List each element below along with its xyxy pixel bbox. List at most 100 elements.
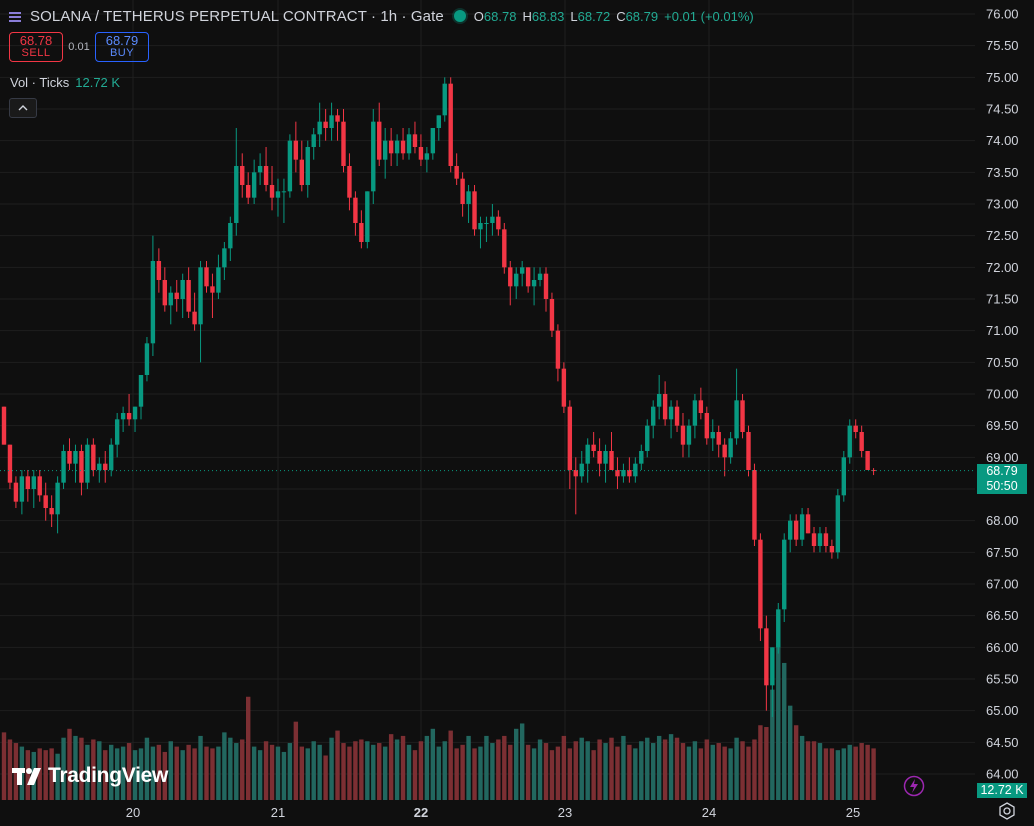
volume-tag-value: 12.72 K bbox=[980, 783, 1024, 797]
candle-body bbox=[817, 533, 823, 546]
candle-body bbox=[525, 267, 531, 287]
candle-body bbox=[841, 457, 846, 496]
volume-bar bbox=[335, 730, 340, 800]
candle-body bbox=[91, 444, 96, 470]
candle-body bbox=[55, 482, 60, 515]
candle-body bbox=[752, 470, 757, 540]
candle-body bbox=[472, 191, 477, 230]
open-label: O bbox=[473, 8, 484, 24]
price-scale-label: 64.00 bbox=[986, 767, 1019, 782]
volume-bar bbox=[692, 741, 698, 800]
candle-body bbox=[257, 166, 263, 173]
candle-body bbox=[811, 533, 817, 546]
candle-body bbox=[263, 166, 269, 185]
symbol-title[interactable]: SOLANA / TETHERUS PERPETUAL CONTRACT · 1… bbox=[30, 7, 444, 25]
tradingview-wordmark: TradingView bbox=[48, 764, 169, 787]
market-open-status-icon bbox=[453, 10, 466, 22]
volume-bar bbox=[561, 735, 567, 800]
sell-label: SELL bbox=[21, 47, 51, 59]
trade-buttons: 68.78 SELL 0.01 68.79 BUY bbox=[9, 32, 149, 62]
price-scale[interactable]: 76.00 75.50 75.00 74.50 74.00 73.50 73.00 72.50… bbox=[986, 7, 1019, 782]
volume-bar bbox=[156, 744, 162, 800]
time-axis-label: 22 bbox=[414, 805, 428, 820]
tradingview-logo-icon bbox=[12, 768, 41, 785]
collapse-legend-button[interactable] bbox=[9, 98, 37, 118]
price-scale-label: 73.00 bbox=[986, 197, 1019, 212]
volume-bar bbox=[198, 735, 203, 800]
volume-bar bbox=[525, 744, 531, 800]
volume-bar bbox=[639, 741, 644, 800]
candle-body bbox=[138, 375, 144, 407]
volume-bar bbox=[186, 744, 191, 800]
candle-body bbox=[329, 115, 334, 128]
sell-button[interactable]: 68.78 SELL bbox=[9, 32, 63, 62]
volume-bar bbox=[799, 735, 805, 800]
candle-body bbox=[19, 476, 25, 502]
volume-bar bbox=[537, 739, 543, 800]
buy-button[interactable]: 68.79 BUY bbox=[95, 32, 149, 62]
buy-price: 68.79 bbox=[105, 33, 139, 48]
volume-bar bbox=[740, 741, 745, 800]
price-change: +0.01 (+0.01%) bbox=[664, 8, 754, 24]
volume-bar bbox=[573, 741, 578, 800]
candle-body bbox=[549, 299, 555, 331]
candle-body bbox=[85, 444, 90, 483]
candle-body bbox=[859, 432, 864, 451]
candle-body bbox=[793, 520, 799, 540]
candle-body bbox=[132, 406, 138, 420]
volume-bar bbox=[55, 753, 60, 800]
volume-bar bbox=[454, 748, 459, 800]
candle-body bbox=[847, 425, 852, 458]
symbol-list-icon[interactable] bbox=[8, 9, 22, 23]
volume-bar bbox=[91, 739, 96, 800]
volume-bar bbox=[591, 750, 596, 800]
time-axis[interactable]: 20 21 22 23 24 25 bbox=[126, 805, 860, 820]
candle-body bbox=[1, 406, 7, 445]
candle-body bbox=[204, 267, 209, 287]
volume-bar bbox=[859, 743, 864, 800]
volume-bar bbox=[132, 750, 138, 800]
candle-body bbox=[710, 432, 715, 439]
volume-bar bbox=[621, 735, 626, 800]
volume-bar bbox=[43, 750, 48, 800]
candle-body bbox=[460, 178, 465, 204]
volume-bar bbox=[353, 741, 358, 800]
candle-body bbox=[317, 121, 322, 135]
volume-bar bbox=[79, 737, 84, 800]
volume-bar bbox=[460, 744, 465, 800]
volume-bar bbox=[811, 741, 817, 800]
low-value: 68.72 bbox=[577, 8, 611, 24]
sell-price: 68.78 bbox=[19, 33, 53, 48]
candle-body bbox=[109, 444, 114, 470]
gear-icon[interactable] bbox=[997, 801, 1017, 821]
candle-body bbox=[73, 451, 78, 464]
volume-bar bbox=[251, 746, 257, 800]
candle-body bbox=[103, 463, 108, 470]
volume-bar bbox=[210, 748, 215, 800]
candle-body bbox=[686, 425, 692, 445]
grid-lines bbox=[0, 0, 975, 800]
time-axis-label: 25 bbox=[846, 805, 860, 820]
candle-body bbox=[758, 539, 763, 629]
volume-bar bbox=[25, 750, 31, 800]
volume-bar bbox=[204, 746, 209, 800]
tradingview-logo[interactable]: TradingView bbox=[12, 764, 168, 788]
volume-bar bbox=[388, 734, 394, 800]
price-scale-label: 74.00 bbox=[986, 133, 1019, 148]
lightning-icon[interactable] bbox=[903, 775, 925, 797]
volume-bar bbox=[144, 737, 150, 800]
volume-bar bbox=[323, 755, 328, 800]
volume-bar bbox=[472, 748, 477, 800]
candle-body bbox=[126, 413, 132, 420]
candle-body bbox=[776, 609, 781, 648]
candle-body bbox=[496, 216, 501, 230]
candle-body bbox=[168, 292, 173, 306]
price-scale-label: 66.00 bbox=[986, 640, 1019, 655]
volume-bar bbox=[275, 746, 281, 800]
volume-bar bbox=[502, 735, 507, 800]
volume-bar bbox=[180, 750, 185, 800]
volume-bar bbox=[192, 748, 197, 800]
volume-legend[interactable]: Vol · Ticks 12.72 K bbox=[10, 75, 120, 90]
candle-body bbox=[180, 280, 185, 299]
